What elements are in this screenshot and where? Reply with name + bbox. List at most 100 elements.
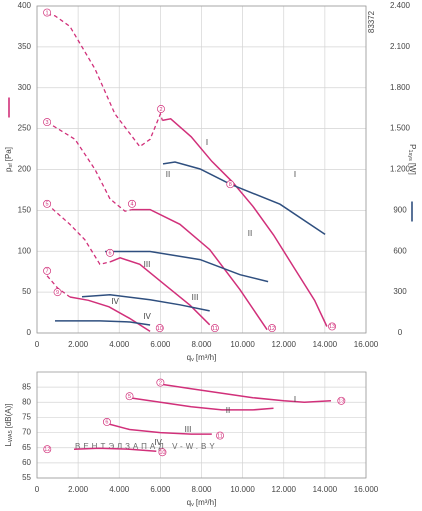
x-tick-label: 6.000 [150, 340, 171, 349]
point-marker-label: 1 [46, 10, 49, 16]
y2-tick-label: 2.100 [390, 42, 411, 51]
curve-label: IV [143, 312, 151, 321]
x-tick-label: 8.000 [191, 340, 212, 349]
series-line [162, 161, 326, 236]
x-tick-label: 16.000 [354, 340, 379, 349]
point-marker [125, 392, 134, 401]
x-tick-label: 10.000 [230, 485, 255, 494]
curve-label: IV [154, 438, 162, 447]
point-marker-label: 6 [105, 420, 108, 426]
curve-label: II [248, 229, 252, 238]
curve-label: I [294, 395, 296, 404]
y-tick-label: 70 [22, 428, 31, 437]
axis-label-text: qv [m³/h] [187, 498, 217, 508]
y-tick-label: 55 [22, 473, 31, 482]
point-marker-label: 5 [46, 202, 49, 208]
axis-label-text: qv [m³/h] [187, 353, 217, 363]
x-tick-label: 12.000 [272, 340, 297, 349]
point-marker [268, 324, 276, 333]
point-marker [226, 180, 235, 189]
label-sub: WA5 [8, 430, 14, 442]
series-line [160, 383, 332, 404]
y-tick-label: 0 [27, 328, 32, 337]
y-tick-label: 100 [18, 246, 32, 255]
y-tick-label: 85 [22, 382, 31, 391]
x-tick-label: 2.000 [68, 485, 89, 494]
watermark: ВЕНТЭЛЗАПАД V-W.BY [75, 442, 218, 451]
point-marker-label: 5 [128, 394, 131, 400]
point-marker [102, 418, 111, 426]
point-marker-label: 10 [159, 450, 165, 456]
point-marker-label: 12 [44, 447, 50, 453]
y2-tick-label: 1.200 [390, 165, 411, 174]
series-line [55, 320, 151, 326]
y-tick-label: 300 [18, 83, 32, 92]
x-tick-label: 10.000 [230, 340, 255, 349]
point-marker-label: 11 [212, 326, 218, 332]
point-marker-label: 12 [269, 326, 275, 332]
series-line [162, 117, 328, 327]
label-unit: [m³/h] [196, 498, 216, 507]
series-line [73, 447, 157, 453]
label-unit: [Pa] [4, 147, 13, 161]
point-marker [155, 324, 164, 333]
curve-label: II [166, 170, 170, 179]
curve-label: I [206, 138, 208, 147]
label-sub: v [191, 357, 194, 363]
point-marker-label: 2 [159, 107, 162, 113]
point-marker-label: 3 [46, 120, 49, 126]
point-marker-label: 2 [159, 380, 162, 386]
stall-line [46, 13, 164, 148]
plot-frame [36, 5, 367, 334]
point-marker-label: 13 [329, 324, 335, 330]
y2-tick-label: 1.500 [390, 124, 411, 133]
label-main: q [187, 353, 191, 362]
y-tick-label: 150 [18, 205, 32, 214]
point-marker-label: 7 [46, 269, 49, 275]
label-sub: 1sys [407, 150, 413, 162]
series-line [81, 293, 210, 312]
y2-tick-label: 2.400 [390, 1, 411, 10]
x-tick-label: 6.000 [150, 485, 171, 494]
point-marker [106, 248, 114, 257]
label-unit: [dB(A)] [4, 403, 13, 428]
axis-label: LWA5 [dB(A)] [4, 403, 14, 446]
point-marker [337, 396, 346, 405]
series-line [109, 257, 211, 326]
point-marker [156, 378, 165, 387]
y-tick-label: 50 [22, 287, 31, 296]
x-tick-label: 14.000 [313, 485, 338, 494]
point-marker-label: 13 [338, 399, 344, 405]
axis-label-text: LWA5 [dB(A)] [4, 403, 14, 446]
axis-label-text: P1sys[W] [407, 144, 417, 175]
curve-label: III [144, 260, 151, 269]
point-marker-label: 4 [130, 202, 133, 208]
point-marker [43, 118, 52, 127]
x-tick-label: 14.000 [313, 340, 338, 349]
point-marker-label: 8 [229, 182, 232, 188]
x-tick-label: 4.000 [109, 485, 130, 494]
point-marker [158, 448, 167, 457]
y-tick-label: 350 [18, 42, 32, 51]
y-tick-label: 200 [18, 165, 32, 174]
axis-label-text: psf [Pa] [4, 147, 14, 172]
axis-label: qv [m³/h] [187, 353, 217, 363]
y2-tick-label: 900 [393, 205, 407, 214]
point-marker-label: 9 [56, 290, 59, 296]
stall-line [46, 275, 71, 298]
series-line [106, 422, 212, 435]
y-tick-label: 65 [22, 443, 31, 452]
label-sub: v [191, 502, 194, 508]
y2-tick-label: 300 [393, 287, 407, 296]
y2-tick-label: 1.800 [390, 83, 411, 92]
label-main: p [4, 167, 13, 172]
point-marker [43, 266, 52, 275]
series-line [105, 250, 269, 283]
stall-line [46, 203, 111, 266]
point-marker [53, 288, 62, 297]
y2-tick-label: 600 [393, 246, 407, 255]
stall-line [46, 121, 133, 212]
point-marker [157, 105, 165, 113]
